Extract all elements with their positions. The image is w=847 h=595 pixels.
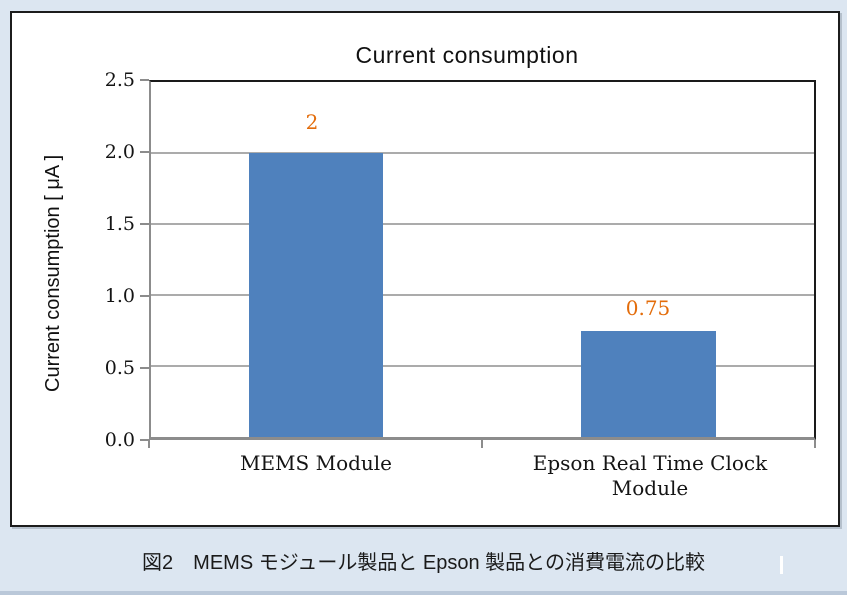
x-tick-mark: [481, 440, 483, 448]
y-tick-mark: [140, 223, 149, 225]
bar-mems-module: [249, 153, 383, 437]
y-tick-mark: [140, 79, 149, 81]
y-tick-mark: [140, 367, 149, 369]
y-tick-mark: [140, 439, 149, 441]
data-label-mems: 2: [305, 110, 319, 134]
gridline: [151, 365, 814, 367]
x-tick-mark: [814, 440, 816, 448]
y-tick-label: 0.0: [104, 429, 135, 451]
gridline: [151, 223, 814, 225]
y-tick-label: 2.5: [104, 69, 135, 91]
y-tick-label: 1.0: [104, 285, 135, 307]
y-tick-label: 1.5: [104, 213, 135, 235]
figure-caption: 図2 MEMS モジュール製品と Epson 製品との消費電流の比較: [142, 552, 705, 574]
chart-title: Current consumption: [355, 42, 579, 68]
category-label-mems: MEMS Module: [239, 451, 393, 475]
y-tick-mark: [140, 295, 149, 297]
bottom-band: [0, 591, 847, 595]
y-tick-label: 2.0: [104, 141, 135, 163]
category-label-epson: Epson Real Time Clock Module: [532, 451, 768, 500]
gridline: [151, 294, 814, 296]
y-tick-label: 0.5: [104, 357, 135, 379]
plot-area: [149, 80, 816, 440]
y-axis-title: Current consumption [ μA ]: [42, 154, 64, 392]
data-label-epson: 0.75: [625, 296, 671, 320]
bar-epson-rtc-module: [581, 330, 716, 437]
x-tick-mark: [148, 440, 150, 448]
gridline: [151, 152, 814, 154]
text-cursor: [780, 556, 783, 574]
y-tick-mark: [140, 151, 149, 153]
